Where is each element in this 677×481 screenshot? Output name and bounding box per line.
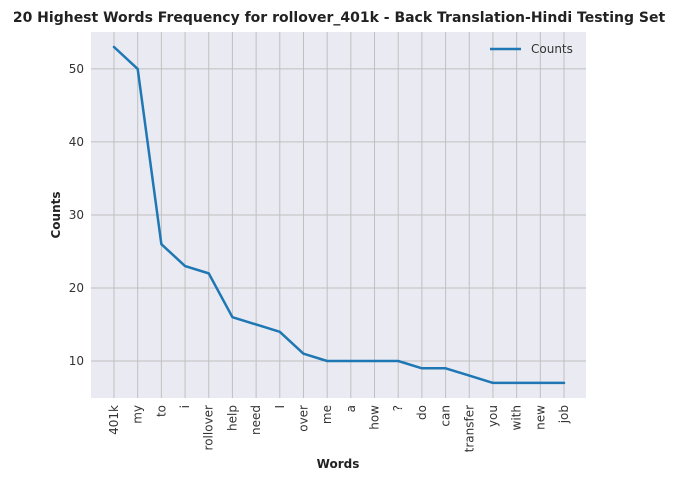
data-point [326,360,328,362]
x-tick-label: help [225,405,239,431]
data-point [421,367,423,370]
data-point [231,316,234,318]
x-tick-label: i [178,405,192,408]
x-tick-label: me [320,405,334,424]
legend-label-counts: Counts [531,42,573,56]
x-tick-label: I [273,405,287,409]
series-layer [112,45,566,385]
data-point [563,382,565,384]
x-tick-label: how [368,405,382,430]
data-point [136,68,139,70]
y-tick-label: 50 [69,62,84,76]
chart-title: 20 Highest Words Frequency for rollover_… [13,10,666,26]
y-axis-ticks: 10 20 30 40 50 [69,62,84,368]
grid-lines [91,32,586,398]
data-point [468,374,471,377]
x-tick-label: new [533,405,547,430]
x-tick-label: a [344,405,358,412]
x-tick-label: over [296,405,310,432]
data-point [278,330,281,333]
data-point [444,367,447,370]
x-tick-label: do [415,405,429,420]
y-axis-label: Counts [49,191,63,238]
data-point [302,352,305,355]
data-point [492,382,494,384]
series-line-counts [112,45,566,385]
x-tick-label: job [557,405,571,424]
y-tick-label: 20 [69,281,84,295]
x-tick-label: can [439,405,453,427]
data-point [207,272,210,275]
x-tick-label: transfer [462,405,476,452]
data-point [113,46,115,48]
data-point [184,265,186,267]
data-point [373,360,376,362]
legend: Counts [490,42,573,56]
x-tick-label: rollover [202,405,216,451]
y-tick-label: 30 [69,208,84,222]
x-axis-label: Words [317,457,360,471]
data-point [515,382,518,384]
x-tick-label: ? [391,405,405,411]
x-tick-label: you [486,405,500,427]
y-tick-label: 10 [69,354,84,368]
x-tick-label: 401k [107,405,121,435]
data-point [397,360,400,362]
data-point [539,382,542,384]
data-point [160,243,163,245]
data-point [255,323,257,326]
y-tick-label: 40 [69,135,84,149]
x-tick-label: with [510,405,524,430]
x-tick-label: need [249,405,263,435]
x-tick-label: to [154,405,168,417]
x-tick-label: my [131,405,145,424]
data-point [350,360,352,362]
